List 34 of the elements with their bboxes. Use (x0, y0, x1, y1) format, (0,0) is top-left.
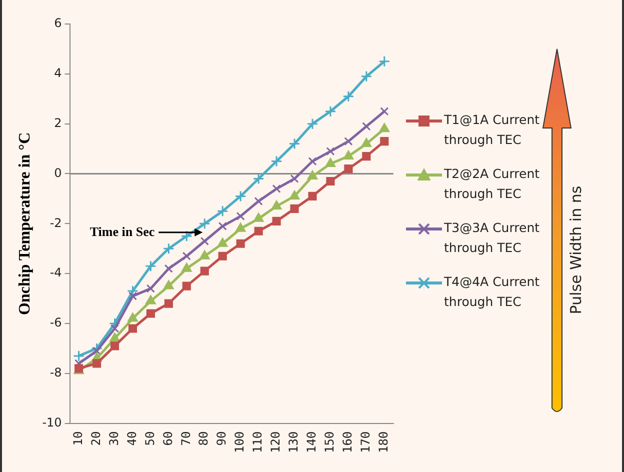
y-tick-label: -2 (50, 216, 62, 230)
y-tick-label: -8 (50, 366, 62, 380)
y-tick-label: 2 (54, 116, 62, 130)
x-axis-title: Time in Sec (90, 224, 155, 239)
x-tick-label: 180 (376, 431, 391, 454)
x-tick-label: 20 (88, 431, 103, 446)
y-tick-label: -4 (50, 266, 62, 280)
x-tick-label: 150 (322, 431, 337, 454)
text: Pulse Width in ns (567, 186, 585, 314)
x-tick-label: 50 (142, 431, 157, 446)
legend-label: T3@3A Current through TEC (444, 219, 541, 257)
legend-label: T2@2A Current through TEC (444, 165, 541, 203)
y-tick-label: 6 (54, 16, 62, 30)
x-tick-label: 140 (304, 431, 319, 454)
y-tick-label: 0 (54, 166, 62, 180)
x-tick-label: 110 (250, 431, 265, 454)
x-tick-label: 40 (124, 431, 139, 446)
x-tick-label: 30 (106, 431, 121, 446)
x-tick-label: 120 (268, 431, 283, 454)
y-tick-label: -10 (42, 415, 62, 430)
legend-label: T1@1A Current through TEC (444, 111, 541, 149)
x-tick-label: 130 (286, 431, 301, 454)
x-tick-label: 100 (232, 431, 247, 454)
x-tick-label: 90 (214, 431, 229, 446)
x-tick-label: 80 (196, 431, 211, 446)
x-tick-label: 160 (340, 431, 355, 454)
x-tick-label: 170 (358, 431, 373, 454)
x-tick-label: 70 (178, 431, 193, 446)
y-tick-label: 4 (54, 66, 62, 80)
x-tick-label: 10 (70, 431, 85, 446)
legend-label: T4@4A Current through TEC (444, 273, 541, 311)
y-tick-label: -6 (50, 316, 62, 330)
x-tick-label: 60 (160, 431, 175, 446)
y-axis-title: Onchip Temperature in °C (16, 132, 34, 315)
